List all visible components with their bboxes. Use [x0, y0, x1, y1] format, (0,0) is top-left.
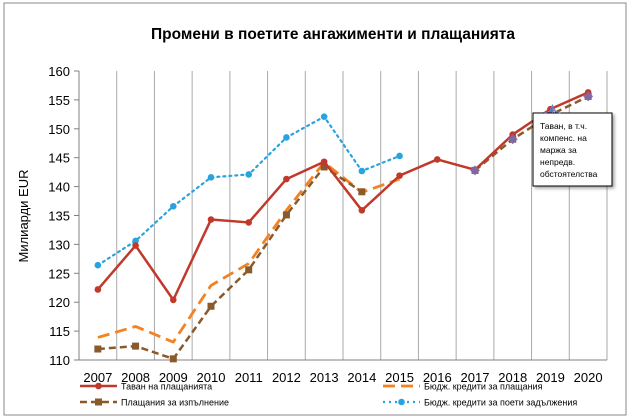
data-point	[132, 342, 140, 350]
annotation-text: маржа за	[540, 145, 577, 155]
x-tick-label: 2016	[423, 370, 452, 385]
data-point	[207, 216, 215, 223]
data-point	[320, 158, 328, 166]
data-point	[433, 156, 441, 163]
data-point	[169, 202, 177, 210]
data-point	[207, 174, 215, 181]
legend-label: Бюдж. кредити за плащания	[424, 382, 543, 392]
series-3	[94, 113, 403, 269]
data-point	[94, 261, 102, 269]
data-point	[169, 355, 177, 363]
x-tick-label: 2019	[536, 370, 565, 385]
data-point	[132, 237, 139, 245]
data-point	[283, 134, 290, 141]
y-tick-label: 110	[49, 353, 70, 368]
series-line	[97, 165, 363, 361]
y-tick-label: 145	[48, 151, 70, 166]
x-tick-label: 2018	[498, 370, 527, 385]
x-tick-label: 2011	[235, 370, 263, 385]
axes	[74, 70, 607, 361]
y-tick-label: 115	[49, 324, 70, 339]
series-line	[96, 91, 589, 302]
legend-label: Бюдж. кредити за поети задължения	[424, 398, 577, 408]
x-tick-label: 2012	[272, 370, 301, 385]
legend-item-0: Таван на плащанията	[80, 382, 212, 392]
y-tick-label: 140	[48, 180, 70, 195]
data-point	[320, 113, 328, 120]
data-point	[245, 266, 253, 274]
data-point	[245, 219, 253, 226]
y-tick-label: 135	[48, 209, 70, 224]
legend-item-3: Бюдж. кредити за поети задължения	[383, 398, 577, 408]
x-tick-label: 2015	[385, 370, 414, 385]
data-point	[358, 167, 366, 175]
series-lines	[94, 89, 594, 363]
legend-marker	[95, 398, 102, 406]
annotation: Таван, в т.ч. компенс. на маржа за непредв.…	[532, 105, 613, 187]
y-tick-label: 125	[48, 266, 70, 281]
x-tick-label: 2014	[347, 370, 376, 385]
y-tick-label: 120	[48, 295, 70, 310]
x-tick-label: 2020	[574, 370, 603, 385]
chart-frame	[3, 2, 627, 416]
x-tick-label: 2009	[159, 370, 188, 385]
legend-item-1: Бюдж. кредити за плащания	[383, 382, 543, 392]
annotation-text: Таван, в т.ч.	[540, 121, 587, 131]
y-tick-label: 160	[48, 64, 70, 79]
y-tick-label: 150	[48, 122, 70, 137]
series-line	[97, 160, 401, 344]
data-point	[245, 171, 253, 178]
data-point	[358, 206, 366, 214]
data-point	[207, 302, 215, 310]
annotation-text: обстоятелства	[540, 169, 598, 179]
y-axis-label: Милиарди EUR	[16, 169, 31, 262]
x-tick-label: 2013	[310, 370, 339, 385]
data-point	[169, 296, 177, 304]
annotation-pointer	[552, 109, 561, 114]
data-point	[396, 172, 403, 179]
data-point	[132, 242, 139, 249]
series-1	[97, 160, 401, 344]
legend-marker	[398, 398, 405, 406]
data-point-diamond	[583, 91, 594, 102]
series-line	[474, 95, 589, 172]
legend-label: Таван на плащанията	[121, 382, 212, 392]
x-tick-label: 2008	[121, 370, 150, 385]
y-tick-labels: 110 115 120 125 130 135 140 145 150 155 160	[48, 64, 70, 368]
data-point-diamond	[470, 165, 480, 176]
data-point-diamond	[507, 134, 518, 145]
data-point	[94, 286, 102, 293]
y-tick-label: 155	[48, 93, 70, 108]
data-point	[396, 152, 403, 160]
annotation-text: компенс. на	[540, 133, 587, 143]
y-tick-label: 130	[48, 237, 70, 252]
data-point	[282, 211, 290, 219]
gridlines	[78, 71, 608, 360]
annotation-text: непредв.	[540, 157, 575, 167]
x-tick-label: 2010	[197, 370, 226, 385]
chart-title: Промени в поетите ангажименти и плащания…	[151, 26, 515, 43]
x-tick-labels: 2007 2008 2009 2010 2011 2012 2013 2014 2015 2016…	[83, 370, 602, 385]
data-point	[320, 163, 328, 171]
data-point	[94, 345, 102, 353]
legend-label: Плащания за изпълнение	[121, 398, 229, 408]
legend-marker	[95, 382, 102, 390]
x-tick-label: 2017	[461, 370, 490, 385]
legend-item-2: Плащания за изпълнение	[80, 398, 229, 408]
x-tick-label: 2007	[83, 370, 112, 385]
data-point	[358, 188, 366, 196]
annotation-pointer	[544, 109, 553, 114]
data-point	[283, 175, 290, 183]
series-0	[94, 89, 592, 304]
legend: Таван на плащанията Бюдж. кредити за плащ…	[80, 382, 577, 408]
annotation-box	[532, 112, 613, 187]
